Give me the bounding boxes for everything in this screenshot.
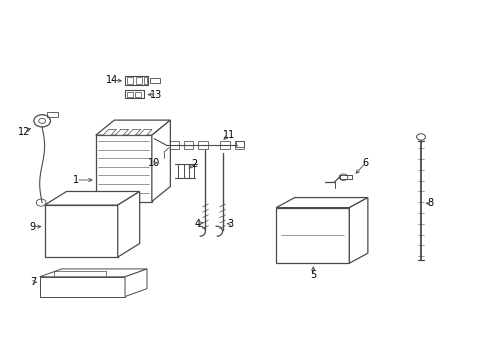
Polygon shape bbox=[103, 129, 116, 135]
Bar bbox=[168, 141, 178, 149]
Bar bbox=[136, 77, 142, 84]
Bar bbox=[76, 211, 110, 235]
Text: 8: 8 bbox=[427, 198, 433, 208]
Bar bbox=[339, 175, 351, 179]
Bar bbox=[220, 141, 229, 149]
Polygon shape bbox=[44, 192, 140, 205]
Text: 3: 3 bbox=[227, 219, 233, 229]
Polygon shape bbox=[40, 269, 147, 277]
Text: 5: 5 bbox=[309, 270, 316, 280]
Text: 1: 1 bbox=[73, 175, 79, 185]
Text: 7: 7 bbox=[30, 277, 36, 287]
Text: 6: 6 bbox=[362, 158, 368, 168]
Bar bbox=[150, 78, 160, 83]
Bar bbox=[44, 205, 118, 257]
Polygon shape bbox=[115, 129, 128, 135]
Text: 12: 12 bbox=[18, 127, 30, 136]
Text: 10: 10 bbox=[148, 158, 160, 168]
Bar bbox=[49, 238, 71, 253]
Polygon shape bbox=[96, 120, 170, 135]
Text: 2: 2 bbox=[191, 159, 198, 169]
Bar bbox=[127, 92, 133, 97]
Polygon shape bbox=[348, 198, 367, 263]
Text: 4: 4 bbox=[194, 219, 200, 229]
Bar bbox=[183, 141, 193, 149]
Polygon shape bbox=[118, 192, 140, 257]
Bar bbox=[276, 208, 348, 263]
Bar bbox=[143, 77, 147, 84]
Text: 11: 11 bbox=[223, 130, 235, 140]
Polygon shape bbox=[139, 129, 152, 135]
Bar bbox=[40, 277, 125, 297]
Bar bbox=[125, 76, 148, 85]
Bar bbox=[49, 211, 71, 235]
Text: 9: 9 bbox=[30, 222, 36, 231]
Bar bbox=[47, 112, 58, 117]
Polygon shape bbox=[152, 120, 170, 202]
Polygon shape bbox=[125, 269, 147, 297]
Bar bbox=[236, 141, 243, 147]
Polygon shape bbox=[276, 198, 367, 208]
Text: 13: 13 bbox=[149, 90, 162, 100]
Bar bbox=[160, 158, 167, 166]
Bar bbox=[44, 280, 118, 294]
Polygon shape bbox=[127, 129, 141, 135]
Bar bbox=[198, 141, 207, 149]
Bar bbox=[234, 141, 244, 149]
Text: 14: 14 bbox=[105, 75, 118, 85]
Bar bbox=[281, 235, 344, 260]
Bar bbox=[135, 92, 141, 97]
Bar bbox=[127, 77, 133, 84]
Bar bbox=[96, 135, 152, 202]
Bar bbox=[125, 90, 143, 98]
